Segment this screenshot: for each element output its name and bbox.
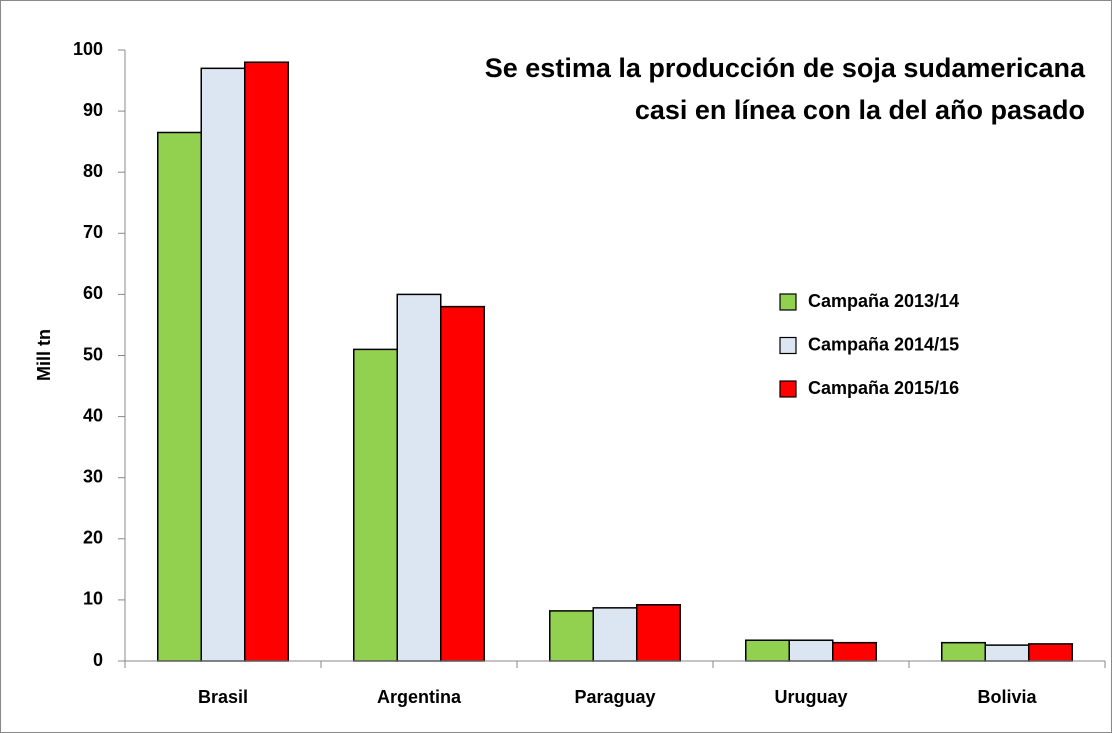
bar — [636, 604, 681, 662]
bar — [941, 641, 986, 662]
bar — [244, 61, 289, 662]
y-tick-label: 80 — [83, 161, 103, 181]
legend-swatch — [779, 380, 797, 398]
bar — [549, 610, 594, 662]
legend-label: Campaña 2015/16 — [808, 378, 959, 398]
y-tick-label: 30 — [83, 466, 103, 486]
bar — [1028, 643, 1073, 662]
y-tick-label: 50 — [83, 344, 103, 364]
bar — [788, 639, 834, 662]
y-tick-label: 70 — [83, 222, 103, 242]
y-tick-label: 40 — [83, 405, 103, 425]
legend-swatch — [779, 293, 797, 311]
bar — [745, 639, 790, 662]
y-axis-label: Mill tn — [34, 329, 54, 381]
bar — [157, 131, 202, 662]
y-tick-label: 90 — [83, 100, 103, 120]
legend-label: Campaña 2013/14 — [808, 291, 959, 311]
x-tick-label: Paraguay — [574, 687, 655, 707]
x-tick-label: Uruguay — [774, 687, 847, 707]
y-tick-label: 10 — [83, 589, 103, 609]
chart-title: Se estima la producción de soja sudameri… — [485, 53, 1086, 83]
y-tick-label: 20 — [83, 528, 103, 548]
bar — [984, 644, 1030, 662]
x-tick-label: Brasil — [198, 687, 248, 707]
chart-title: casi en línea con la del año pasado — [635, 95, 1085, 125]
legend-label: Campaña 2014/15 — [808, 334, 959, 354]
bar — [440, 305, 485, 662]
bar — [200, 67, 246, 662]
bar — [353, 348, 398, 662]
x-tick-label: Argentina — [377, 687, 462, 707]
y-tick-label: 60 — [83, 283, 103, 303]
y-tick-label: 0 — [93, 650, 103, 670]
y-tick-label: 100 — [73, 39, 103, 59]
bar — [396, 293, 442, 662]
bar — [592, 607, 638, 662]
bar — [832, 641, 877, 662]
x-tick-label: Bolivia — [977, 687, 1037, 707]
legend-swatch — [779, 336, 797, 355]
